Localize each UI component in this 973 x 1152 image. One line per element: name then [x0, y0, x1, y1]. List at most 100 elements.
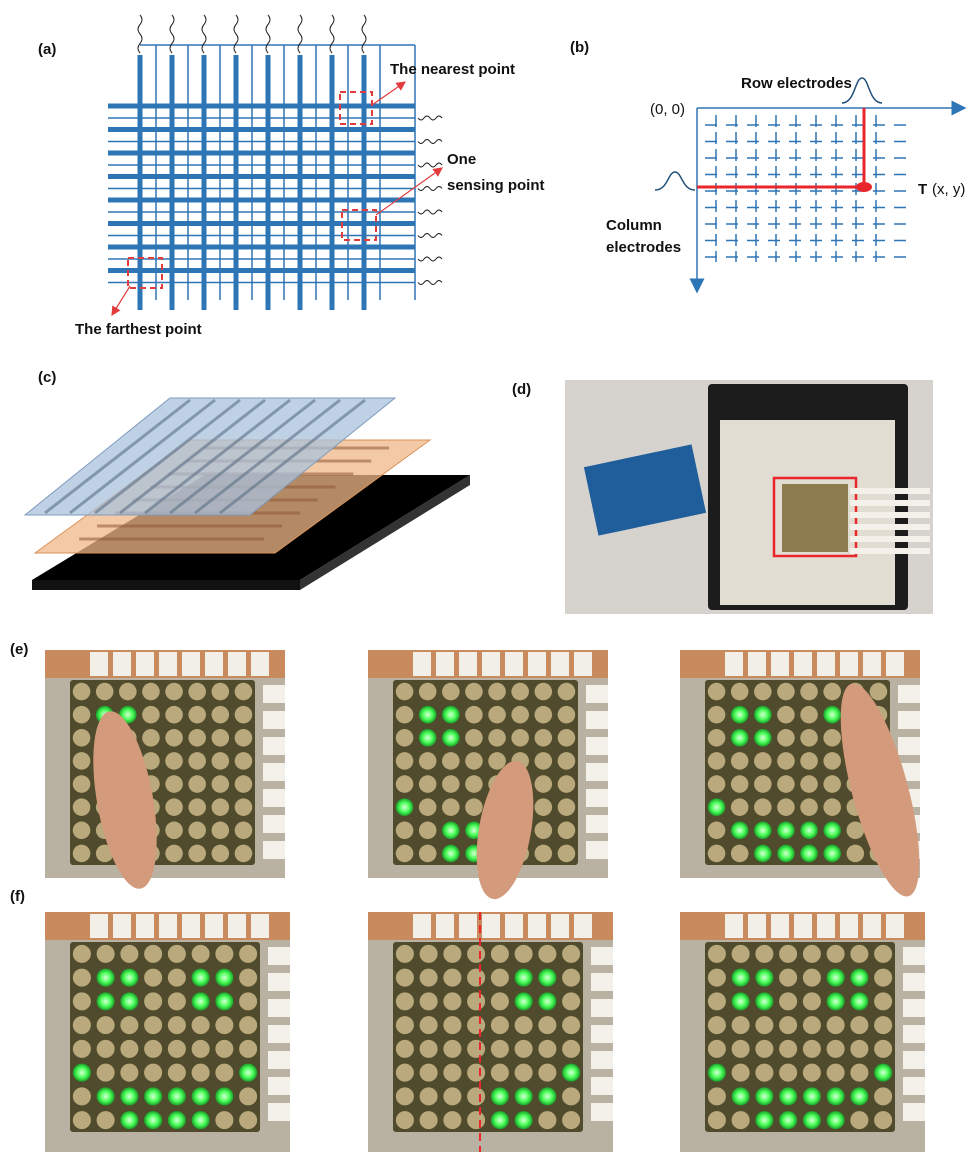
led-off	[168, 1064, 186, 1082]
led-off	[467, 969, 485, 987]
led-off	[144, 1016, 162, 1034]
led-on	[97, 992, 115, 1010]
ribbon	[850, 524, 930, 530]
led-on	[515, 1087, 533, 1105]
led-off	[192, 1040, 210, 1058]
led-off	[465, 683, 483, 701]
led-off	[538, 1064, 556, 1082]
led-off	[165, 775, 183, 793]
annotation: Row electrodes	[741, 75, 852, 92]
led-off	[239, 1016, 257, 1034]
led-on	[419, 729, 437, 747]
led-off	[732, 1040, 750, 1058]
pin-label	[505, 914, 523, 938]
tab	[591, 947, 613, 965]
lead	[298, 15, 302, 53]
tab	[263, 737, 285, 755]
led-off	[142, 729, 160, 747]
led-on	[708, 798, 726, 816]
led-off	[215, 1111, 233, 1129]
pin-label	[159, 914, 177, 938]
led-on	[562, 1064, 580, 1082]
pin-label	[794, 914, 812, 938]
led-on	[755, 969, 773, 987]
led-off	[823, 683, 841, 701]
led-off	[165, 729, 183, 747]
led-off	[97, 1111, 115, 1129]
led-off	[731, 798, 749, 816]
led-off	[779, 945, 797, 963]
led-off	[419, 752, 437, 770]
led-off	[465, 752, 483, 770]
led-off	[803, 1064, 821, 1082]
led-on	[120, 969, 138, 987]
tab	[263, 841, 285, 859]
photo	[368, 650, 608, 903]
led-on	[168, 1087, 186, 1105]
led-off	[777, 752, 795, 770]
pin-label	[817, 652, 835, 676]
tab	[586, 685, 608, 703]
led-off	[847, 845, 865, 863]
pin-label	[528, 652, 546, 676]
led-off	[850, 1111, 868, 1129]
led-on	[215, 969, 233, 987]
led-off	[535, 775, 553, 793]
led-on	[192, 1087, 210, 1105]
led-off	[144, 945, 162, 963]
led-off	[562, 1040, 580, 1058]
led-on	[827, 1111, 845, 1129]
led-off	[708, 683, 726, 701]
led-off	[73, 845, 91, 863]
led-off	[732, 1064, 750, 1082]
led-off	[443, 1040, 461, 1058]
touch-point	[856, 182, 872, 192]
led-off	[420, 945, 438, 963]
led-off	[239, 1040, 257, 1058]
led-off	[874, 1087, 892, 1105]
lead	[418, 210, 442, 214]
led-off	[777, 683, 795, 701]
led-off	[800, 706, 818, 724]
led-off	[827, 1040, 845, 1058]
led-off	[558, 798, 576, 816]
photo	[368, 912, 613, 1152]
led-off	[97, 1016, 115, 1034]
matrix	[782, 484, 848, 552]
led-off	[215, 1040, 233, 1058]
pin-label	[459, 652, 477, 676]
led-off	[465, 798, 483, 816]
led-on	[538, 992, 556, 1010]
photo	[45, 912, 290, 1152]
pin-label	[228, 914, 246, 938]
led-on	[215, 992, 233, 1010]
led-on	[803, 1087, 821, 1105]
led-matrix	[705, 942, 895, 1132]
pin-label	[771, 914, 789, 938]
led-off	[708, 945, 726, 963]
led-off	[396, 729, 414, 747]
led-off	[212, 706, 230, 724]
led-on	[755, 992, 773, 1010]
tab	[268, 1077, 290, 1095]
pin-label	[482, 652, 500, 676]
led-off	[188, 845, 206, 863]
pin-label	[725, 652, 743, 676]
led-off	[538, 945, 556, 963]
led-on	[827, 1087, 845, 1105]
led-off	[558, 683, 576, 701]
led-off	[73, 798, 91, 816]
led-matrix	[70, 942, 260, 1132]
tab	[268, 999, 290, 1017]
led-off	[874, 969, 892, 987]
annotation: electrodes	[606, 239, 681, 256]
led-on	[97, 969, 115, 987]
led-off	[823, 775, 841, 793]
panel-label: (b)	[570, 39, 589, 56]
led-off	[96, 683, 114, 701]
led-off	[235, 683, 253, 701]
led-off	[73, 729, 91, 747]
led-off	[73, 1111, 91, 1129]
led-off	[708, 822, 726, 840]
led-off	[803, 945, 821, 963]
